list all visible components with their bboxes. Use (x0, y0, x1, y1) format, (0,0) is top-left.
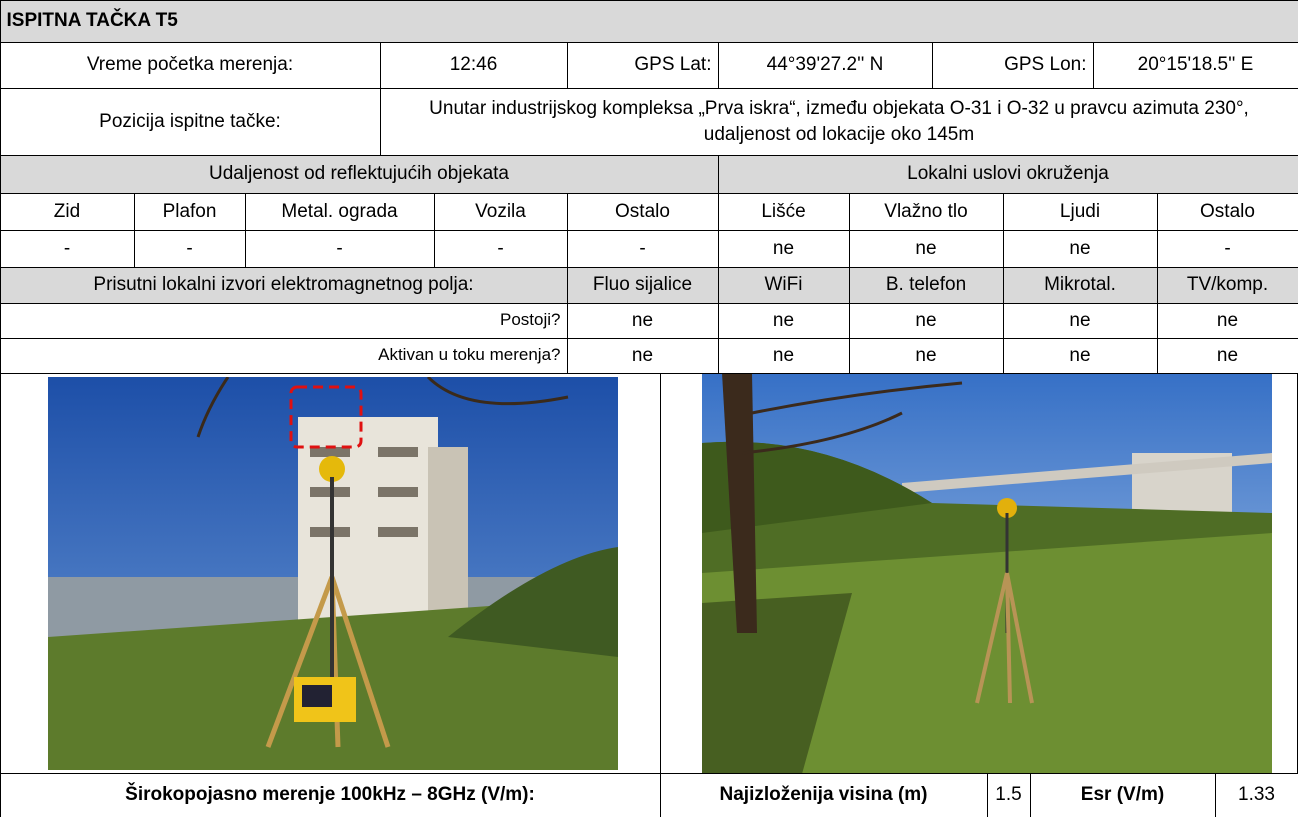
height-value: 1.5 (986, 772, 1031, 817)
value-cell: ne (1002, 337, 1158, 374)
column-header: Plafon (133, 192, 246, 231)
measurement-cell: 20°15'18.5'' E (1092, 41, 1298, 89)
column-header: Fluo sijalice (566, 266, 719, 304)
value-cell: ne (566, 302, 719, 339)
value-cell: - (244, 229, 435, 268)
value-cell: ne (717, 302, 850, 339)
measurement-cell: GPS Lon: (931, 41, 1094, 89)
position-label: Pozicija ispitne tačke: (0, 87, 381, 156)
column-header: Ostalo (566, 192, 719, 231)
value-cell: ne (1156, 302, 1298, 339)
column-header: WiFi (717, 266, 850, 304)
measurement-cell: Vreme početka merenja: (0, 41, 381, 89)
esr-label: Esr (V/m) (1029, 772, 1216, 817)
value-cell: - (0, 229, 135, 268)
column-header: Ljudi (1002, 192, 1158, 231)
column-header: TV/komp. (1156, 266, 1298, 304)
value-cell: ne (1002, 302, 1158, 339)
column-header: Vozila (433, 192, 568, 231)
value-cell: ne (1002, 229, 1158, 268)
height-label: Najizloženija visina (m) (659, 772, 988, 817)
position-text: Unutar industrijskog kompleksa „Prva isk… (379, 87, 1298, 156)
measurement-cell: 12:46 (379, 41, 568, 89)
value-cell: ne (848, 229, 1004, 268)
title: ISPITNA TAČKA T5 (0, 0, 1298, 43)
value-cell: ne (717, 337, 850, 374)
photo-divider (660, 373, 661, 774)
column-header: B. telefon (848, 266, 1004, 304)
row-label: Aktivan u toku merenja? (0, 337, 568, 374)
value-cell: ne (566, 337, 719, 374)
section-header: Lokalni uslovi okruženja (717, 154, 1298, 194)
result-label: Širokopojasno merenje 100kHz – 8GHz (V/m… (0, 772, 661, 817)
esr-value: 1.33 (1214, 772, 1298, 817)
section-header: Prisutni lokalni izvori elektromagnetnog… (0, 266, 568, 304)
column-header: Lišće (717, 192, 850, 231)
measurement-cell: GPS Lat: (566, 41, 719, 89)
column-header: Vlažno tlo (848, 192, 1004, 231)
value-cell: ne (848, 337, 1004, 374)
column-header: Metal. ograda (244, 192, 435, 231)
value-cell: ne (717, 229, 850, 268)
column-header: Ostalo (1156, 192, 1298, 231)
value-cell: ne (848, 302, 1004, 339)
photo-right (702, 373, 1272, 774)
column-header: Mikrotal. (1002, 266, 1158, 304)
column-header: Zid (0, 192, 135, 231)
value-cell: - (433, 229, 568, 268)
photo-left (48, 377, 618, 770)
value-cell: - (1156, 229, 1298, 268)
measurement-cell: 44°39'27.2'' N (717, 41, 933, 89)
row-label: Postoji? (0, 302, 568, 339)
section-header: Udaljenost od reflektujućih objekata (0, 154, 719, 194)
value-cell: - (566, 229, 719, 268)
value-cell: ne (1156, 337, 1298, 374)
value-cell: - (133, 229, 246, 268)
